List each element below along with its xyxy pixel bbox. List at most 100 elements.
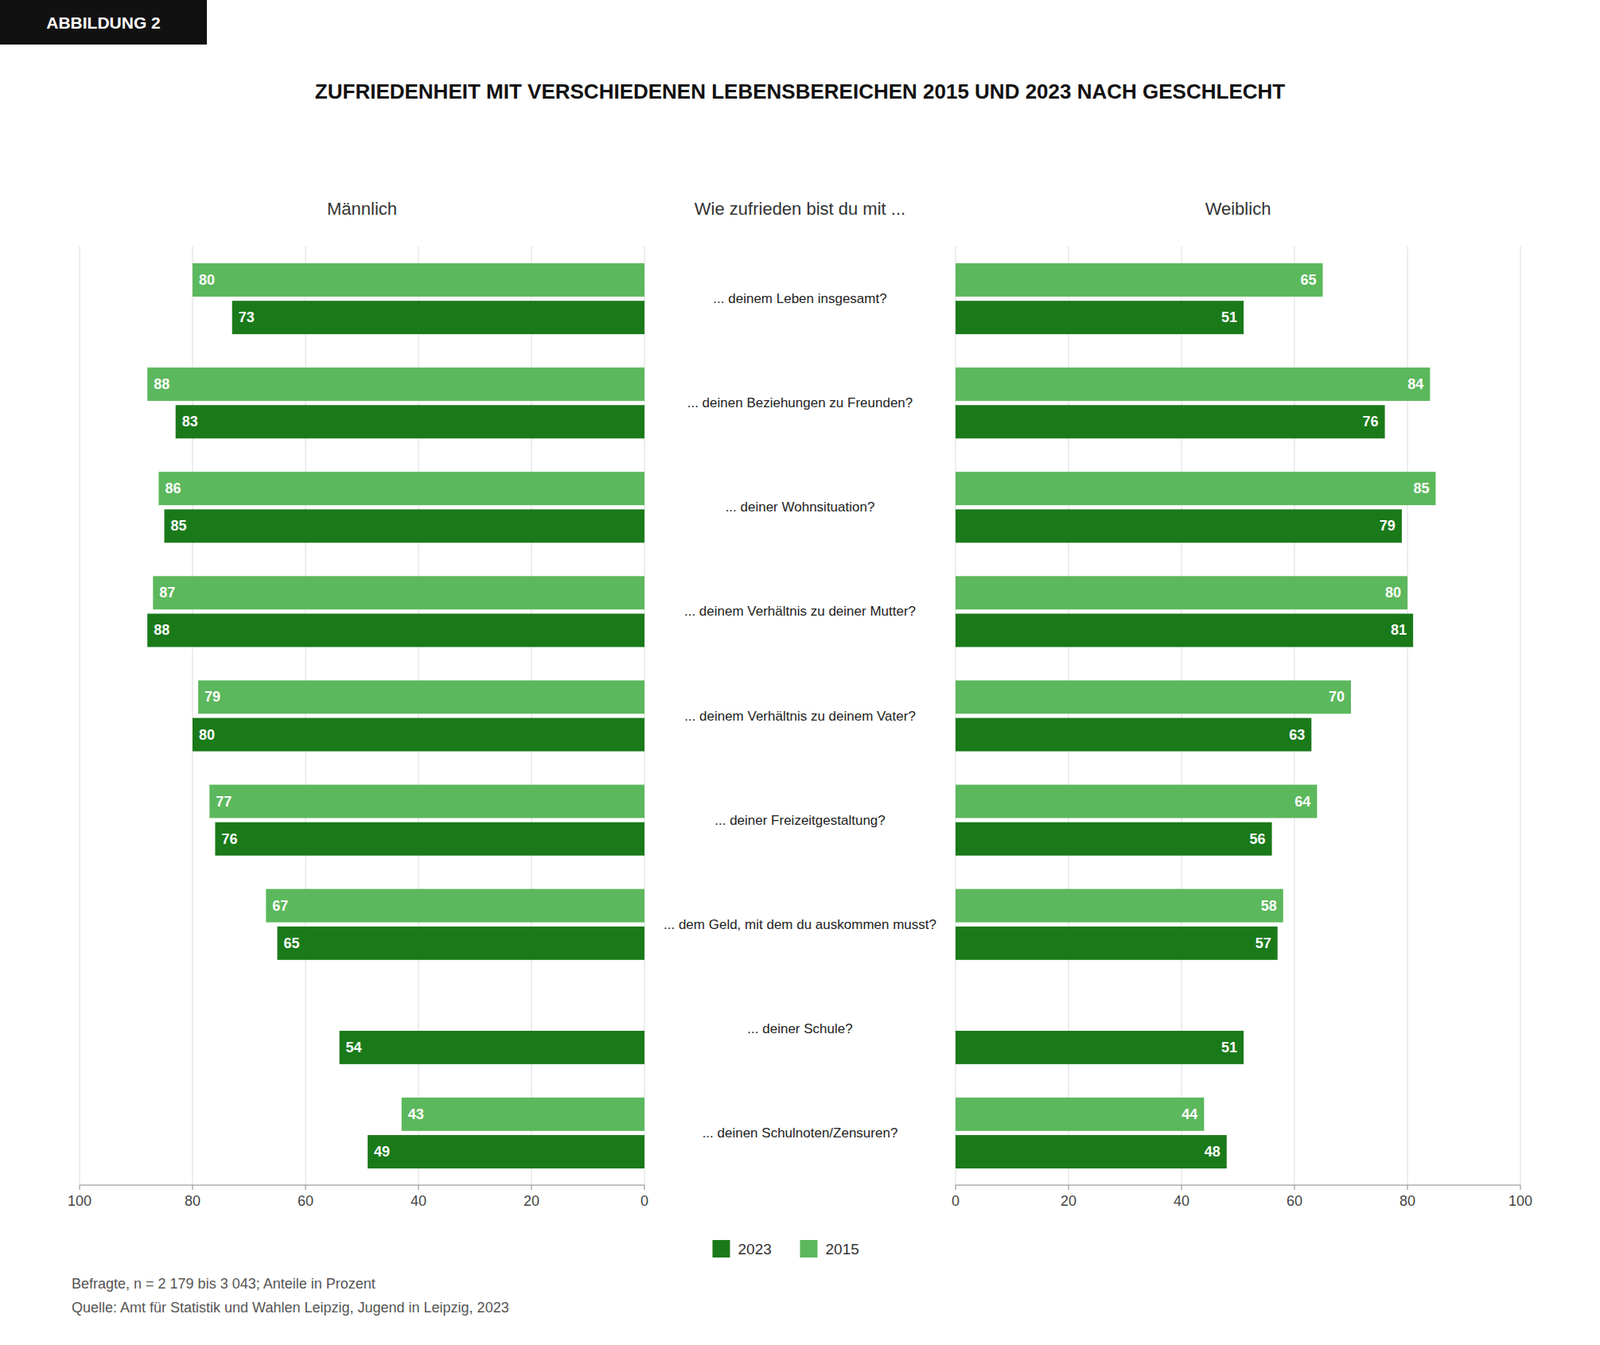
data-label: 56 xyxy=(1249,831,1266,848)
tick-label: 40 xyxy=(1173,1193,1190,1210)
data-label: 70 xyxy=(1328,689,1345,705)
bar xyxy=(198,680,645,714)
bar xyxy=(164,509,646,543)
background xyxy=(0,0,1600,1345)
data-label: 79 xyxy=(1379,517,1396,534)
category-label: ... deinem Leben insgesamt? xyxy=(712,291,887,307)
data-label: 49 xyxy=(373,1144,390,1161)
tick-label: 80 xyxy=(1399,1193,1416,1210)
tick-mark xyxy=(192,1185,194,1191)
data-label: 63 xyxy=(1288,727,1305,744)
bar xyxy=(147,614,645,648)
data-label: 73 xyxy=(238,309,255,326)
bar xyxy=(192,263,645,297)
data-label: 44 xyxy=(1181,1106,1198,1123)
data-label: 81 xyxy=(1390,622,1407,639)
data-label: 85 xyxy=(1413,480,1429,497)
bar xyxy=(955,471,1437,506)
data-label: 65 xyxy=(284,935,300,952)
bar xyxy=(955,889,1284,923)
grid-line xyxy=(79,246,81,1186)
tick-mark xyxy=(305,1185,307,1191)
panel: Männlich10080604020073838588807665544980… xyxy=(67,198,649,1210)
bar xyxy=(955,1097,1204,1132)
category-label: ... deiner Wohnsituation? xyxy=(725,499,876,515)
legend-label: 2023 xyxy=(738,1241,772,1258)
data-label: 83 xyxy=(182,413,199,430)
category-label: ... deiner Freizeitgestaltung? xyxy=(714,813,886,829)
bar xyxy=(209,785,645,819)
category-label: ... deinen Beziehungen zu Freunden? xyxy=(687,395,914,411)
bar xyxy=(955,1031,1244,1065)
category-label: ... deinem Verhältnis zu deiner Mutter? xyxy=(684,603,916,619)
data-label: 57 xyxy=(1255,935,1272,952)
bar xyxy=(955,263,1324,297)
tick-mark xyxy=(1520,1185,1522,1191)
tick-label: 100 xyxy=(67,1193,92,1210)
figure-label-box xyxy=(0,0,207,45)
tick-mark xyxy=(1294,1185,1296,1191)
tick-mark xyxy=(644,1185,646,1191)
tick-mark xyxy=(955,1185,957,1191)
category-label: ... deinen Schulnoten/Zensuren? xyxy=(702,1125,899,1141)
bar xyxy=(147,367,645,401)
tick-mark xyxy=(1407,1185,1409,1191)
bar xyxy=(955,509,1402,543)
legend: 2023 2015 xyxy=(712,1240,860,1258)
panel: Weiblich02040608010051767981635657514865… xyxy=(951,198,1533,1210)
data-label: 67 xyxy=(272,898,289,915)
bar xyxy=(955,785,1317,819)
data-label: 85 xyxy=(171,517,187,534)
bar xyxy=(955,926,1278,961)
data-label: 64 xyxy=(1294,794,1311,810)
bar xyxy=(192,718,645,752)
title: ZUFRIEDENHEIT MIT VERSCHIEDENEN LEBENSBE… xyxy=(315,79,1285,104)
data-label: 77 xyxy=(215,794,232,810)
bar xyxy=(158,471,645,506)
axis-line xyxy=(955,1185,1521,1187)
bar xyxy=(955,367,1430,401)
category-label: ... dem Geld, mit dem du auskommen musst… xyxy=(663,917,937,933)
bar xyxy=(955,404,1386,439)
data-label: 54 xyxy=(346,1039,363,1056)
legend-swatch xyxy=(800,1240,818,1258)
bars xyxy=(147,263,645,1169)
panel-title: Weiblich xyxy=(1205,198,1272,219)
bar xyxy=(175,404,645,439)
grid-line xyxy=(1520,246,1522,1186)
bar xyxy=(232,300,645,335)
legend-label: 2015 xyxy=(825,1241,860,1258)
tick-label: 20 xyxy=(523,1193,540,1210)
tick-label: 60 xyxy=(297,1193,314,1210)
bar xyxy=(955,1135,1227,1169)
footnote: Quelle: Amt für Statistik und Wahlen Lei… xyxy=(71,1300,510,1316)
data-label: 84 xyxy=(1407,376,1424,393)
data-label: 86 xyxy=(164,480,181,497)
category-labels: ... deinem Leben insgesamt? ... deinen Be… xyxy=(663,291,937,1141)
bar xyxy=(955,300,1244,335)
tick-mark xyxy=(531,1185,533,1191)
tick-mark xyxy=(79,1185,81,1191)
bars xyxy=(955,263,1437,1169)
data-label: 80 xyxy=(198,727,215,744)
bar xyxy=(265,889,645,923)
tick-label: 20 xyxy=(1060,1193,1077,1210)
panel-title: Männlich xyxy=(327,198,398,219)
bar xyxy=(277,926,646,961)
bar xyxy=(339,1031,645,1065)
bar xyxy=(955,614,1414,648)
tick-label: 0 xyxy=(951,1193,960,1210)
tick-label: 60 xyxy=(1286,1193,1303,1210)
legend-swatch xyxy=(712,1240,731,1258)
data-label: 58 xyxy=(1261,898,1277,915)
data-label: 76 xyxy=(221,831,238,848)
data-label: 51 xyxy=(1221,309,1238,326)
tick-mark xyxy=(1068,1185,1070,1191)
data-label: 79 xyxy=(204,689,221,705)
column-header: Wie zufrieden bist du mit ... xyxy=(694,198,906,219)
category-label: ... deiner Schule? xyxy=(747,1021,853,1037)
data-label: 88 xyxy=(153,622,170,639)
bar xyxy=(955,680,1351,714)
bar xyxy=(955,822,1273,857)
footnote: Befragte, n = 2 179 bis 3 043; Anteile i… xyxy=(71,1276,376,1293)
